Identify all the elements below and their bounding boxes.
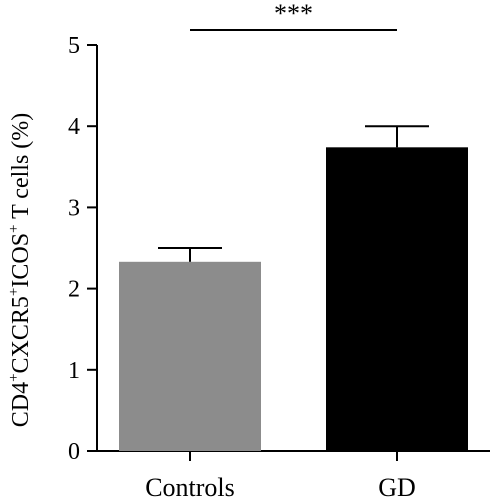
- y-tick-label: 2: [68, 277, 80, 303]
- y-label-part-3: ICOS: [8, 233, 34, 288]
- bar-gd: [326, 147, 468, 451]
- bars: [119, 125, 468, 451]
- y-tick-label: 1: [68, 358, 80, 384]
- y-tick-label: 4: [68, 114, 80, 140]
- significance-annotation: ***: [190, 0, 397, 31]
- y-label-part-1: CD4: [8, 382, 34, 427]
- y-tick-label: 5: [68, 33, 80, 59]
- y-label-sup-1: +: [6, 373, 22, 381]
- x-tick-label: Controls: [145, 473, 235, 500]
- significance-stars: ***: [274, 0, 313, 28]
- y-tick-label: 3: [68, 195, 80, 221]
- bar-controls: [119, 261, 261, 451]
- x-tick-label: GD: [378, 473, 416, 500]
- y-label-sup-3: +: [6, 224, 22, 232]
- y-label-sup-2: +: [6, 288, 22, 296]
- axes: 0 1 2 3 4 5 Controls GD: [68, 33, 490, 500]
- y-tick-label: 0: [68, 439, 80, 465]
- y-axis-label: CD4+CXCR5+ICOS+ T cells (%): [6, 113, 34, 428]
- y-label-part-4: T cells (%): [8, 113, 34, 225]
- y-label-part-2: CXCR5: [8, 296, 34, 373]
